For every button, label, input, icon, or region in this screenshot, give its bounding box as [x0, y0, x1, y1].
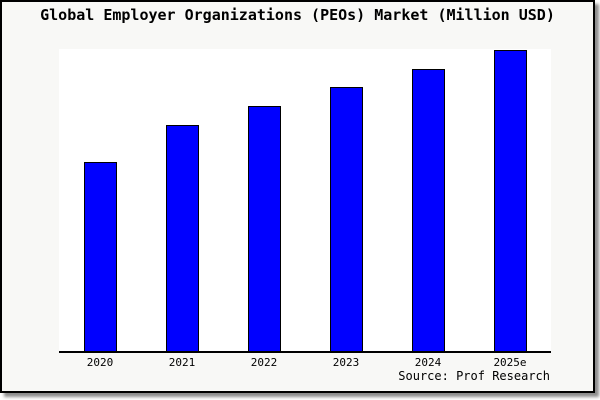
chart-title: Global Employer Organizations (PEOs) Mar… [40, 6, 555, 24]
bar-2023 [330, 87, 363, 351]
source-label: Source: Prof Research [398, 369, 550, 383]
x-tick-label-2024: 2024 [414, 356, 442, 369]
bar-2024 [412, 69, 445, 351]
chart-frame: Global Employer Organizations (PEOs) Mar… [0, 0, 595, 393]
x-tick-label-2025e: 2025e [493, 356, 527, 369]
x-tick-label-2023: 2023 [332, 356, 360, 369]
plot-area [59, 49, 551, 353]
bar-2021 [166, 125, 199, 351]
bar-2025e [494, 50, 527, 351]
bar-2022 [248, 106, 281, 351]
x-tick-label-2021: 2021 [168, 356, 196, 369]
bar-2020 [84, 162, 117, 351]
x-tick-label-2020: 2020 [86, 356, 114, 369]
x-tick-label-2022: 2022 [250, 356, 278, 369]
